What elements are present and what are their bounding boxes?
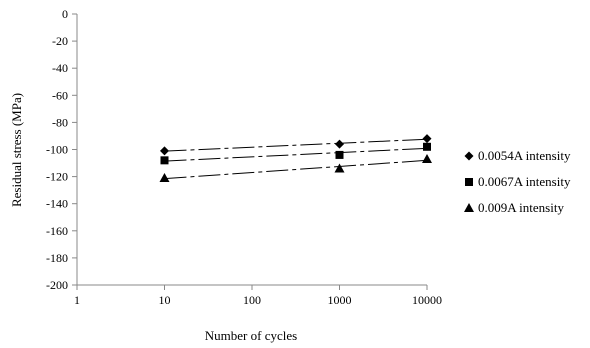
- data-point-square: [423, 142, 431, 151]
- x-tick-labels: 1 10 100 1000 10000: [74, 293, 442, 307]
- y-tick-label: -180: [46, 251, 68, 265]
- x-tick-label: 100: [243, 293, 261, 307]
- x-axis-title: Number of cycles: [205, 328, 297, 343]
- trendline-series-2: [164, 147, 428, 162]
- legend-label: 0.0067A intensity: [478, 174, 571, 189]
- legend-marker-square: [465, 178, 473, 186]
- y-tick-label: -160: [46, 224, 68, 238]
- data-point-triangle: [422, 153, 432, 163]
- y-tick-label: -20: [52, 34, 68, 48]
- data-points: [159, 134, 432, 182]
- axes: [72, 13, 428, 290]
- y-tick-label: -120: [46, 170, 68, 184]
- y-tick-label: -40: [52, 61, 68, 75]
- x-tick-label: 1: [74, 293, 80, 307]
- y-tick-label: -80: [52, 115, 68, 129]
- y-tick-label: -140: [46, 197, 68, 211]
- data-point-triangle: [334, 163, 345, 173]
- y-tick-label: -60: [52, 88, 68, 102]
- trendlines: [164, 138, 428, 180]
- x-tick-label: 10: [159, 293, 171, 307]
- data-point-diamond: [160, 146, 169, 156]
- legend: 0.0054A intensity 0.0067A intensity 0.009A…: [464, 148, 571, 215]
- legend-marker-diamond: [464, 151, 474, 161]
- y-tick-label: -200: [46, 278, 68, 292]
- data-point-triangle: [159, 172, 170, 182]
- y-tick-label: -100: [46, 143, 68, 157]
- y-tick-label: 0: [62, 7, 68, 21]
- legend-label: 0.0054A intensity: [478, 148, 571, 163]
- x-tick-label: 10000: [412, 293, 442, 307]
- legend-label: 0.009A intensity: [478, 200, 564, 215]
- data-point-diamond: [335, 139, 344, 149]
- data-point-square: [335, 150, 344, 159]
- x-tick-label: 1000: [328, 293, 352, 307]
- data-point-square: [160, 156, 169, 165]
- data-point-diamond: [422, 134, 432, 144]
- trendline-series-3: [164, 159, 428, 180]
- trendline-series-1: [164, 138, 428, 152]
- legend-marker-triangle: [464, 203, 474, 212]
- y-axis-title: Residual stress (MPa): [9, 93, 24, 207]
- y-tick-labels: 0 -20 -40 -60 -80 -100 -120 -140 -160 -180 -200: [46, 7, 68, 292]
